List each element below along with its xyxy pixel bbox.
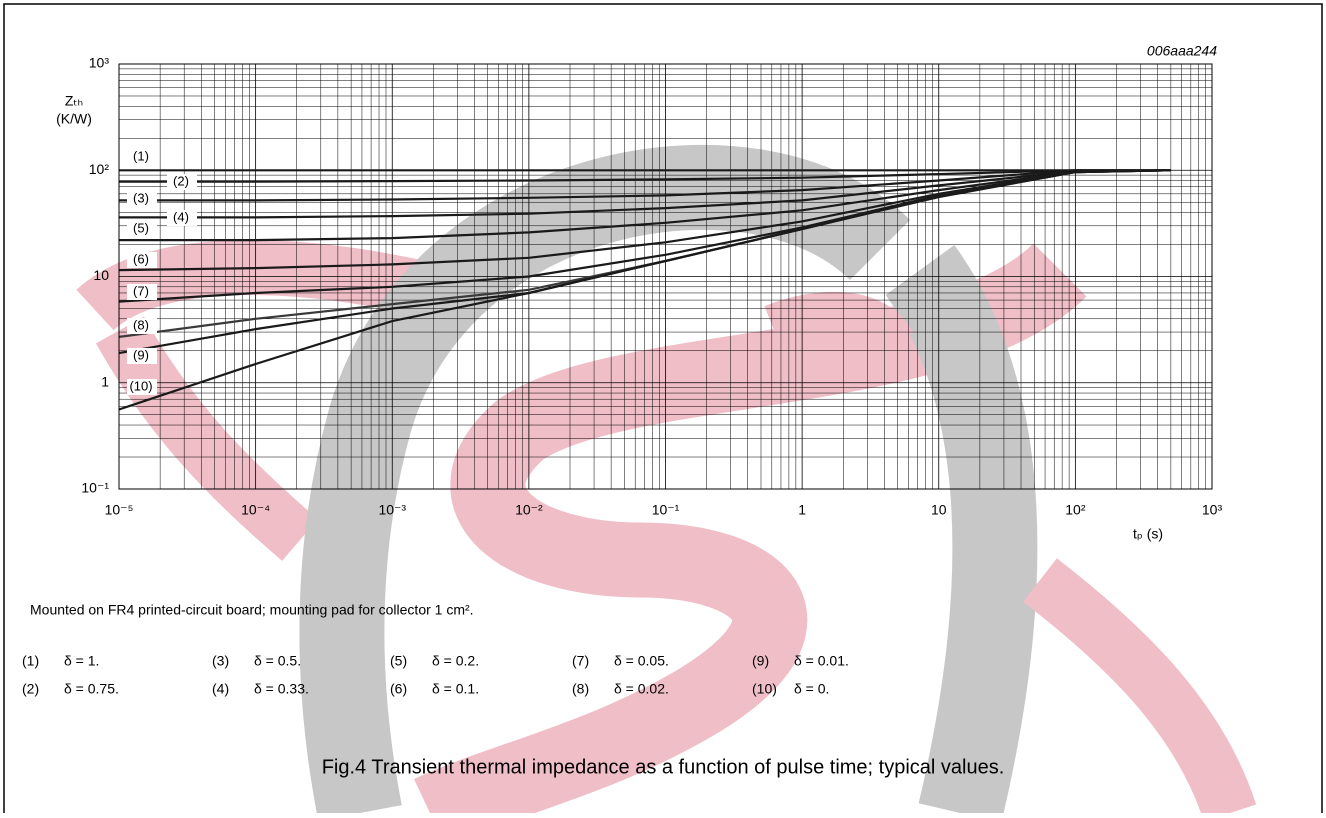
- x-axis-label: tₚ (s): [1133, 526, 1163, 542]
- chart: 006aaa244 Zₜₕ (K/W) tₚ (s) Mounted on FR…: [0, 0, 1326, 813]
- legend-name: (2): [22, 681, 39, 697]
- y-axis-label: Zₜₕ: [65, 93, 83, 109]
- curve-label: (1): [133, 148, 149, 163]
- legend-name: (9): [752, 653, 769, 669]
- curve-label: (8): [133, 317, 149, 332]
- curve-label: (2): [173, 173, 189, 188]
- curve-label: (6): [133, 251, 149, 266]
- legend-name: (3): [212, 653, 229, 669]
- legend-description: δ = 1.: [64, 653, 99, 669]
- note: Mounted on FR4 printed-circuit board; mo…: [30, 602, 474, 618]
- legend-description: δ = 0.5.: [254, 653, 301, 669]
- y-tick-label: 10²: [89, 161, 110, 177]
- legend-name: (8): [572, 681, 589, 697]
- curve-label: (3): [133, 190, 149, 205]
- curve-label: (9): [133, 347, 149, 362]
- x-tick-label: 10: [931, 502, 947, 518]
- legend-name: (1): [22, 653, 39, 669]
- legend-description: δ = 0.33.: [254, 681, 309, 697]
- plot-area: [119, 64, 1212, 489]
- legend-description: δ = 0.75.: [64, 681, 119, 697]
- curve-label: (10): [129, 378, 152, 393]
- caption: Fig.4 Transient thermal impedance as a f…: [322, 756, 1005, 778]
- y-tick-label: 10⁻¹: [81, 480, 109, 496]
- legend-name: (7): [572, 653, 589, 669]
- legend-description: δ = 0.05.: [614, 653, 669, 669]
- legend-description: δ = 0.: [794, 681, 829, 697]
- legend-description: δ = 0.02.: [614, 681, 669, 697]
- figure-code: 006aaa244: [1147, 43, 1217, 59]
- x-tick-label: 10²: [1065, 502, 1086, 518]
- y-tick-label: 10³: [89, 55, 110, 71]
- curve-label: (5): [133, 220, 149, 235]
- x-tick-label: 10⁻⁵: [105, 502, 134, 518]
- legend-name: (10): [752, 681, 777, 697]
- y-axis-label: (K/W): [56, 111, 92, 127]
- legend-name: (6): [390, 681, 407, 697]
- x-tick-label: 1: [798, 502, 806, 518]
- curve-label: (4): [173, 209, 189, 224]
- legend-description: δ = 0.2.: [432, 653, 479, 669]
- legend-name: (5): [390, 653, 407, 669]
- curve-label: (7): [133, 283, 149, 298]
- x-tick-label: 10⁻²: [515, 502, 543, 518]
- x-tick-label: 10⁻³: [378, 502, 406, 518]
- y-tick-label: 1: [101, 373, 109, 389]
- y-tick-label: 10: [93, 267, 109, 283]
- legend-name: (4): [212, 681, 229, 697]
- x-tick-label: 10³: [1202, 502, 1223, 518]
- x-tick-label: 10⁻¹: [652, 502, 680, 518]
- legend-description: δ = 0.1.: [432, 681, 479, 697]
- legend-description: δ = 0.01.: [794, 653, 849, 669]
- x-tick-label: 10⁻⁴: [241, 502, 270, 518]
